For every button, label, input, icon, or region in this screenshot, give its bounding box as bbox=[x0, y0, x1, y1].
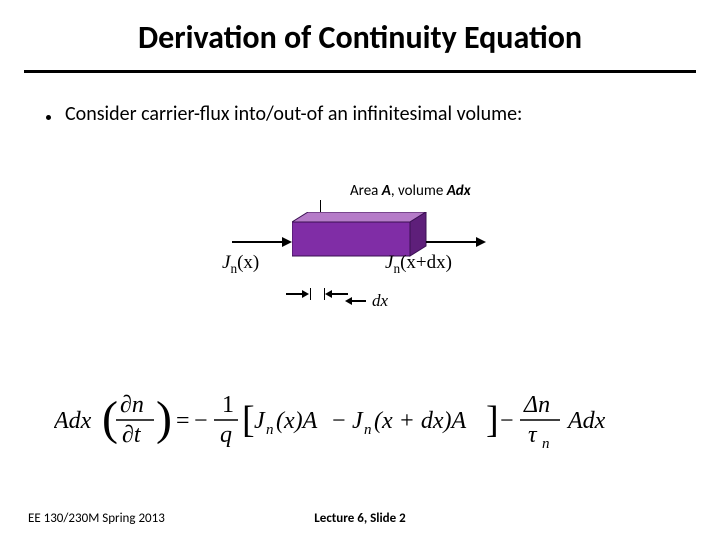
bullet-text: Consider carrier-flux into/out-of an inf… bbox=[65, 102, 522, 126]
eq-equals: = bbox=[176, 408, 190, 434]
dx-arrow-right-line bbox=[330, 293, 348, 295]
eq-J1: J bbox=[254, 408, 266, 434]
title-underline bbox=[24, 70, 696, 73]
eq-xA: (x)A bbox=[276, 408, 318, 434]
dx-arrow-left-head-icon bbox=[302, 290, 309, 298]
eq-Dn: Δn bbox=[523, 392, 550, 418]
eq-Jsub2: n bbox=[364, 422, 372, 438]
area-prefix: Area bbox=[350, 182, 382, 200]
bullet-row: Consider carrier-flux into/out-of an inf… bbox=[46, 102, 522, 126]
dx-label: dx bbox=[372, 291, 388, 311]
eq-tau: τ bbox=[528, 422, 538, 448]
bullet-dot-icon bbox=[46, 115, 51, 120]
eq-lbracket: [ bbox=[242, 399, 255, 441]
eq-minus3: − bbox=[500, 408, 514, 434]
eq-J2: J bbox=[352, 408, 364, 434]
flux-left-arg: (x) bbox=[237, 252, 259, 273]
dx-label-arrow-head-icon bbox=[345, 297, 352, 305]
eq-Adx: Adx bbox=[54, 408, 92, 434]
eq-q: q bbox=[220, 422, 232, 448]
eq-rparen: ) bbox=[156, 392, 172, 445]
flux-right-label: Jn(x+dx) bbox=[385, 252, 452, 277]
eq-dn: ∂n bbox=[120, 392, 144, 418]
equation-svg: Adx ( ) ∂n ∂t = − 1 q [ J n (x)A − J n (… bbox=[54, 388, 674, 454]
eq-lparen: ( bbox=[102, 392, 118, 445]
eq-minus2: − bbox=[332, 408, 346, 434]
eq-rbracket: ] bbox=[486, 399, 499, 441]
eq-tail: Adx bbox=[566, 408, 606, 434]
eq-xdxA: (x + dx)A bbox=[374, 408, 466, 434]
area-A: A bbox=[382, 182, 391, 200]
eq-tausub: n bbox=[542, 436, 550, 452]
eq-minus1: − bbox=[194, 408, 208, 434]
dx-label-arrow-line bbox=[350, 300, 366, 302]
arrow-left-line bbox=[232, 241, 284, 243]
area-volume-label: Area A, volume Adx bbox=[350, 182, 471, 200]
footer-center: Lecture 6, Slide 2 bbox=[314, 511, 405, 526]
area-mid: , volume bbox=[391, 182, 447, 200]
flux-right-arg: (x+dx) bbox=[400, 252, 452, 273]
diagram: Area A, volume Adx Jn(x) Jn(x+dx) dx bbox=[0, 160, 720, 360]
eq-dt: ∂t bbox=[122, 422, 142, 448]
dx-tick-left bbox=[310, 288, 311, 300]
arrow-right-line bbox=[426, 241, 478, 243]
slide-title: Derivation of Continuity Equation bbox=[0, 18, 720, 57]
arrow-left-head-icon bbox=[282, 237, 292, 247]
title-text: Derivation of Continuity Equation bbox=[138, 18, 582, 57]
dx-arrow-right-head-icon bbox=[325, 290, 332, 298]
arrow-right-head-icon bbox=[476, 237, 486, 247]
eq-one: 1 bbox=[222, 392, 234, 418]
area-Adx: Adx bbox=[447, 182, 471, 200]
eq-Jsub1: n bbox=[266, 422, 274, 438]
continuity-equation: Adx ( ) ∂n ∂t = − 1 q [ J n (x)A − J n (… bbox=[54, 388, 674, 459]
footer-left: EE 130/230M Spring 2013 bbox=[28, 511, 165, 526]
flux-left-label: Jn(x) bbox=[222, 252, 259, 277]
